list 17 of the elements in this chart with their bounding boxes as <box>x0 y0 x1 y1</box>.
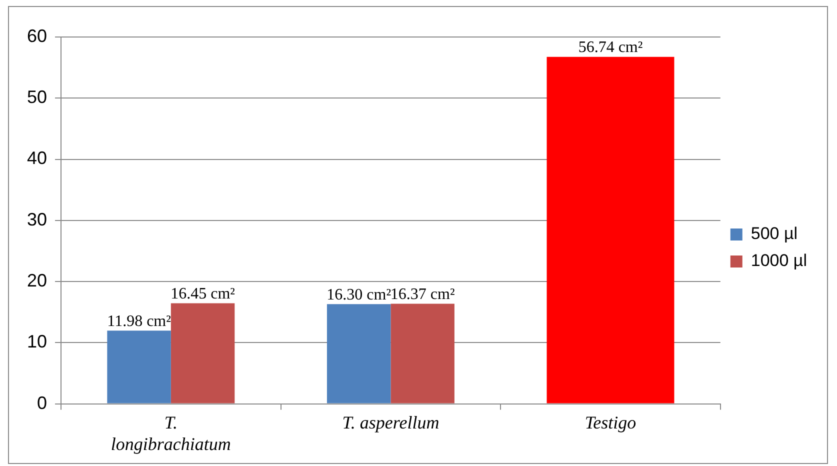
data-label: 16.30 cm² <box>326 286 392 304</box>
data-label: 56.74 cm² <box>578 39 643 56</box>
y-tick-label: 20 <box>26 270 48 290</box>
data-label: 16.45 cm² <box>170 285 236 302</box>
y-tick-label: 40 <box>26 148 48 168</box>
y-tick-label: 60 <box>26 26 48 46</box>
y-tick-label: 50 <box>26 87 48 108</box>
x-tick-label: Testigo <box>584 412 636 432</box>
data-label: 16.37 cm² <box>390 286 455 303</box>
x-tick-label: T. asperellum <box>342 412 440 432</box>
legend-label: 1000 µl <box>750 251 808 270</box>
data-label: 11.98 cm² <box>107 312 172 330</box>
y-tick-label: 10 <box>26 332 48 352</box>
legend-label: 500 µl <box>750 224 798 244</box>
y-tick-label: 30 <box>26 209 48 230</box>
y-tick-label: 0 <box>37 392 48 413</box>
x-tick-label: T. longibrachiatum <box>110 412 231 454</box>
